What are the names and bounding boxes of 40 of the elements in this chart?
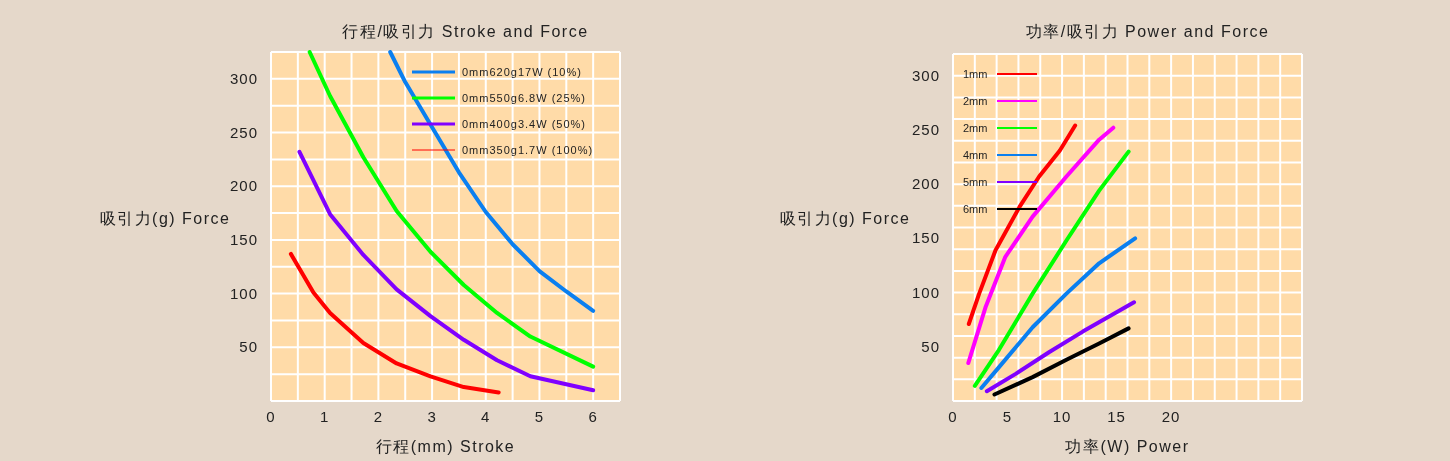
y-tick-label: 50 (239, 338, 258, 356)
legend-label: 2mm (963, 122, 988, 134)
y-tick-label: 200 (911, 175, 940, 193)
x-axis-title: 行程(mm) Stroke (375, 438, 516, 455)
x-tick-label: 0 (948, 408, 958, 425)
legend-label: 0mm550g6.8W (25%) (462, 92, 586, 104)
x-tick-label: 10 (1052, 408, 1072, 425)
legend-label: 0mm620g17W (10%) (462, 66, 582, 78)
chart-title: 行程/吸引力 Stroke and Force (342, 23, 589, 40)
y-tick-label: 50 (921, 337, 940, 355)
x-tick-label: 4 (481, 408, 491, 425)
x-tick-label: 1 (320, 408, 330, 425)
x-tick-label: 20 (1161, 408, 1181, 425)
y-axis-title: 吸引力(g) Force (779, 210, 911, 227)
y-tick-label: 100 (229, 284, 258, 302)
y-tick-label: 300 (911, 66, 940, 84)
y-tick-label: 100 (911, 283, 940, 301)
x-axis-title: 功率(W) Power (1065, 438, 1190, 455)
x-tick-label: 2 (373, 408, 384, 425)
y-tick-label: 150 (911, 229, 940, 247)
legend-label: 4mm (963, 149, 988, 161)
legend-label: 2mm (963, 95, 988, 107)
y-tick-label: 250 (229, 123, 258, 141)
x-tick-label: 6 (588, 408, 598, 425)
y-axis-title: 吸引力(g) Force (99, 210, 231, 227)
legend-label: 0mm400g3.4W (50%) (462, 118, 586, 130)
legend-label: 6mm (963, 203, 988, 215)
x-tick-label: 5 (534, 408, 545, 425)
y-tick-label: 200 (229, 177, 258, 195)
x-tick-label: 3 (427, 408, 437, 425)
y-tick-label: 300 (229, 69, 258, 87)
chart-title: 功率/吸引力 Power and Force (1025, 23, 1270, 40)
legend-label: 5mm (963, 176, 988, 188)
x-tick-label: 5 (1002, 408, 1013, 425)
y-tick-label: 250 (911, 120, 940, 138)
x-tick-label: 0 (266, 408, 276, 425)
legend-label: 1mm (963, 68, 988, 80)
x-tick-label: 15 (1107, 408, 1126, 425)
y-tick-label: 150 (229, 230, 258, 248)
legend-label: 0mm350g1.7W (100%) (462, 144, 594, 156)
